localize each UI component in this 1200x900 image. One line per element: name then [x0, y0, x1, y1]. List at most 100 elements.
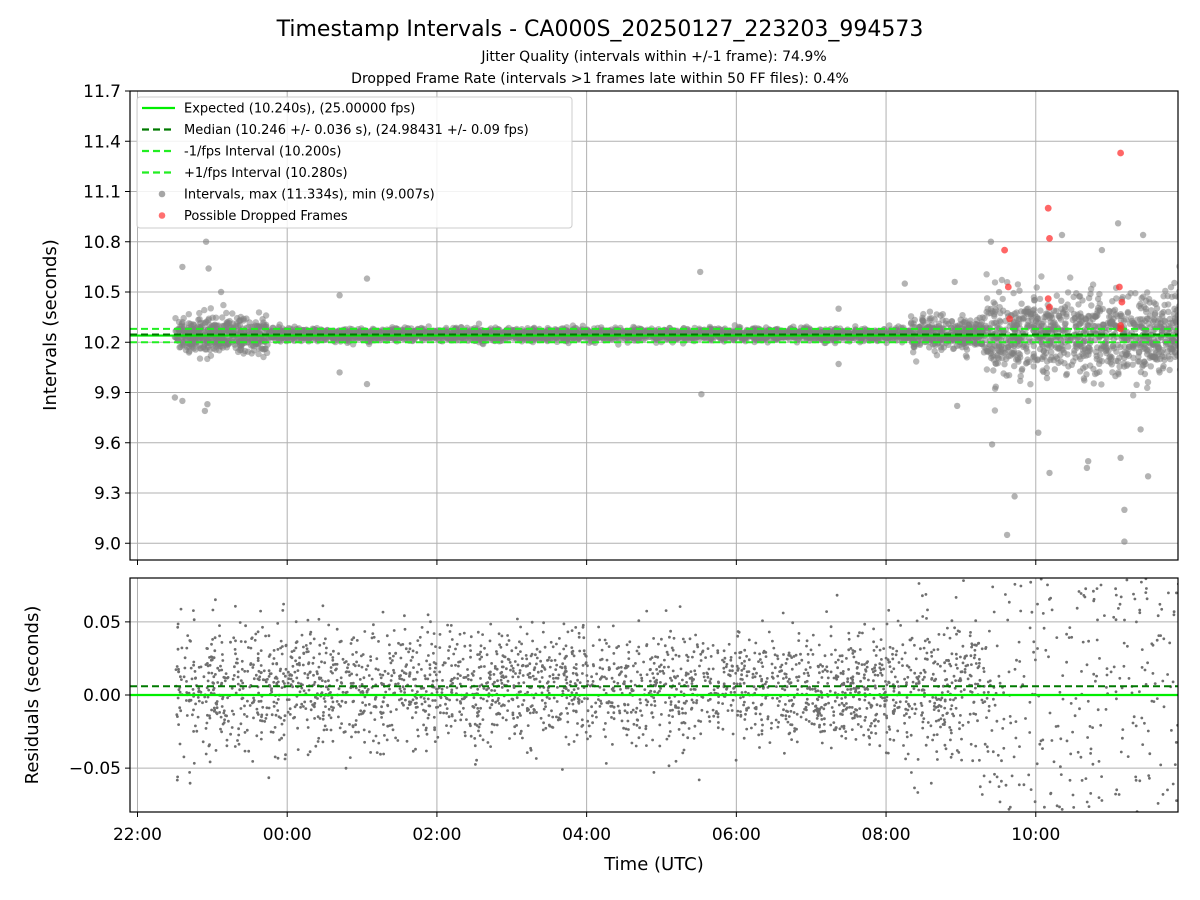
interval-point [1127, 290, 1134, 297]
interval-point [1116, 354, 1123, 361]
interval-point [363, 380, 371, 388]
interval-point [995, 288, 1003, 296]
interval-point [1145, 335, 1153, 342]
interval-point [201, 306, 208, 314]
y-tick-label: 9.9 [94, 384, 121, 404]
interval-point [1043, 364, 1050, 372]
interval-point [1022, 345, 1030, 352]
dropped-frame-points [1001, 149, 1126, 333]
interval-point [642, 328, 649, 335]
interval-point [1133, 381, 1140, 388]
interval-point [1070, 350, 1078, 357]
legend-label: +1/fps Interval (10.280s) [184, 166, 348, 181]
interval-point [698, 391, 705, 398]
interval-point [1087, 362, 1094, 369]
interval-point [991, 300, 999, 308]
interval-point [1135, 353, 1142, 360]
interval-point [991, 279, 999, 286]
interval-point [1142, 341, 1149, 349]
interval-point [1010, 289, 1017, 297]
interval-point [1018, 367, 1025, 374]
interval-point [1072, 314, 1079, 321]
interval-point [192, 339, 200, 346]
interval-point [1111, 321, 1119, 329]
interval-point [276, 321, 283, 328]
interval-point [1140, 293, 1147, 300]
interval-point [1062, 320, 1069, 327]
legend-label: Possible Dropped Frames [184, 209, 348, 224]
interval-point [336, 292, 343, 299]
interval-point [1018, 300, 1025, 307]
residuals-panel: −0.050.000.05 Residuals (seconds) 22:00 0… [22, 577, 1179, 875]
interval-point [1082, 363, 1089, 370]
interval-point [1121, 506, 1128, 513]
interval-point [196, 316, 203, 323]
interval-point [1161, 301, 1168, 309]
interval-point [1061, 306, 1069, 313]
interval-point [1023, 306, 1030, 313]
interval-point [260, 353, 267, 361]
interval-point [458, 328, 465, 335]
interval-point [366, 338, 373, 345]
interval-point [1033, 284, 1040, 291]
interval-point [1047, 312, 1055, 320]
interval-point [182, 346, 190, 354]
interval-point [913, 358, 920, 365]
interval-point [1052, 321, 1059, 328]
interval-point [172, 315, 179, 322]
interval-point [1130, 392, 1137, 399]
interval-point [179, 397, 186, 405]
interval-point [1005, 372, 1013, 379]
interval-point [1129, 361, 1136, 368]
interval-point [1094, 307, 1101, 314]
reference-lines [130, 327, 1178, 344]
interval-point [1040, 347, 1047, 354]
interval-point [1057, 358, 1065, 365]
interval-point [1090, 322, 1097, 329]
interval-point [988, 441, 996, 448]
interval-point [1119, 294, 1126, 301]
interval-point [1117, 454, 1124, 461]
interval-point [1113, 295, 1120, 302]
interval-point [585, 339, 593, 346]
interval-point [1152, 310, 1159, 317]
interval-point [991, 385, 999, 392]
interval-point [1014, 281, 1022, 288]
interval-point [1162, 287, 1169, 295]
interval-point [349, 328, 356, 335]
interval-point [910, 349, 917, 356]
y-tick-label: 11.1 [83, 183, 121, 203]
chart-title: Timestamp Intervals - CA000S_20250127_22… [276, 17, 924, 42]
intervals-axes-frame [129, 90, 1179, 561]
interval-point [1137, 300, 1144, 308]
interval-point [987, 305, 995, 313]
legend: Expected (10.240s), (25.00000 fps)Median… [136, 96, 573, 229]
interval-point [1038, 273, 1045, 280]
dropped-frame-point [1006, 315, 1013, 323]
interval-point [1011, 493, 1018, 500]
interval-point [1055, 312, 1062, 319]
interval-point [1064, 351, 1071, 358]
dropped-frame-rate-subtitle: Dropped Frame Rate (intervals >1 frames … [351, 71, 849, 87]
interval-point [196, 309, 203, 317]
interval-point [991, 313, 998, 320]
interval-point [1110, 308, 1117, 315]
interval-point [1167, 335, 1174, 343]
interval-point [1096, 300, 1104, 307]
interval-point [223, 309, 230, 317]
legend-label: Median (10.246 +/- 0.036 s), (24.98431 +… [184, 123, 529, 138]
interval-point [835, 305, 842, 312]
interval-point [999, 295, 1006, 303]
legend-label: Intervals, max (11.334s), min (9.007s) [184, 188, 435, 203]
interval-point [475, 320, 483, 327]
interval-point [1055, 344, 1062, 352]
interval-point [1032, 317, 1040, 324]
interval-point [962, 352, 970, 359]
interval-point [996, 348, 1004, 355]
dropped-frame-point [1044, 295, 1052, 303]
interval-point [987, 238, 995, 245]
interval-point [1014, 320, 1021, 327]
interval-point [1152, 347, 1159, 354]
interval-point [1016, 287, 1023, 294]
